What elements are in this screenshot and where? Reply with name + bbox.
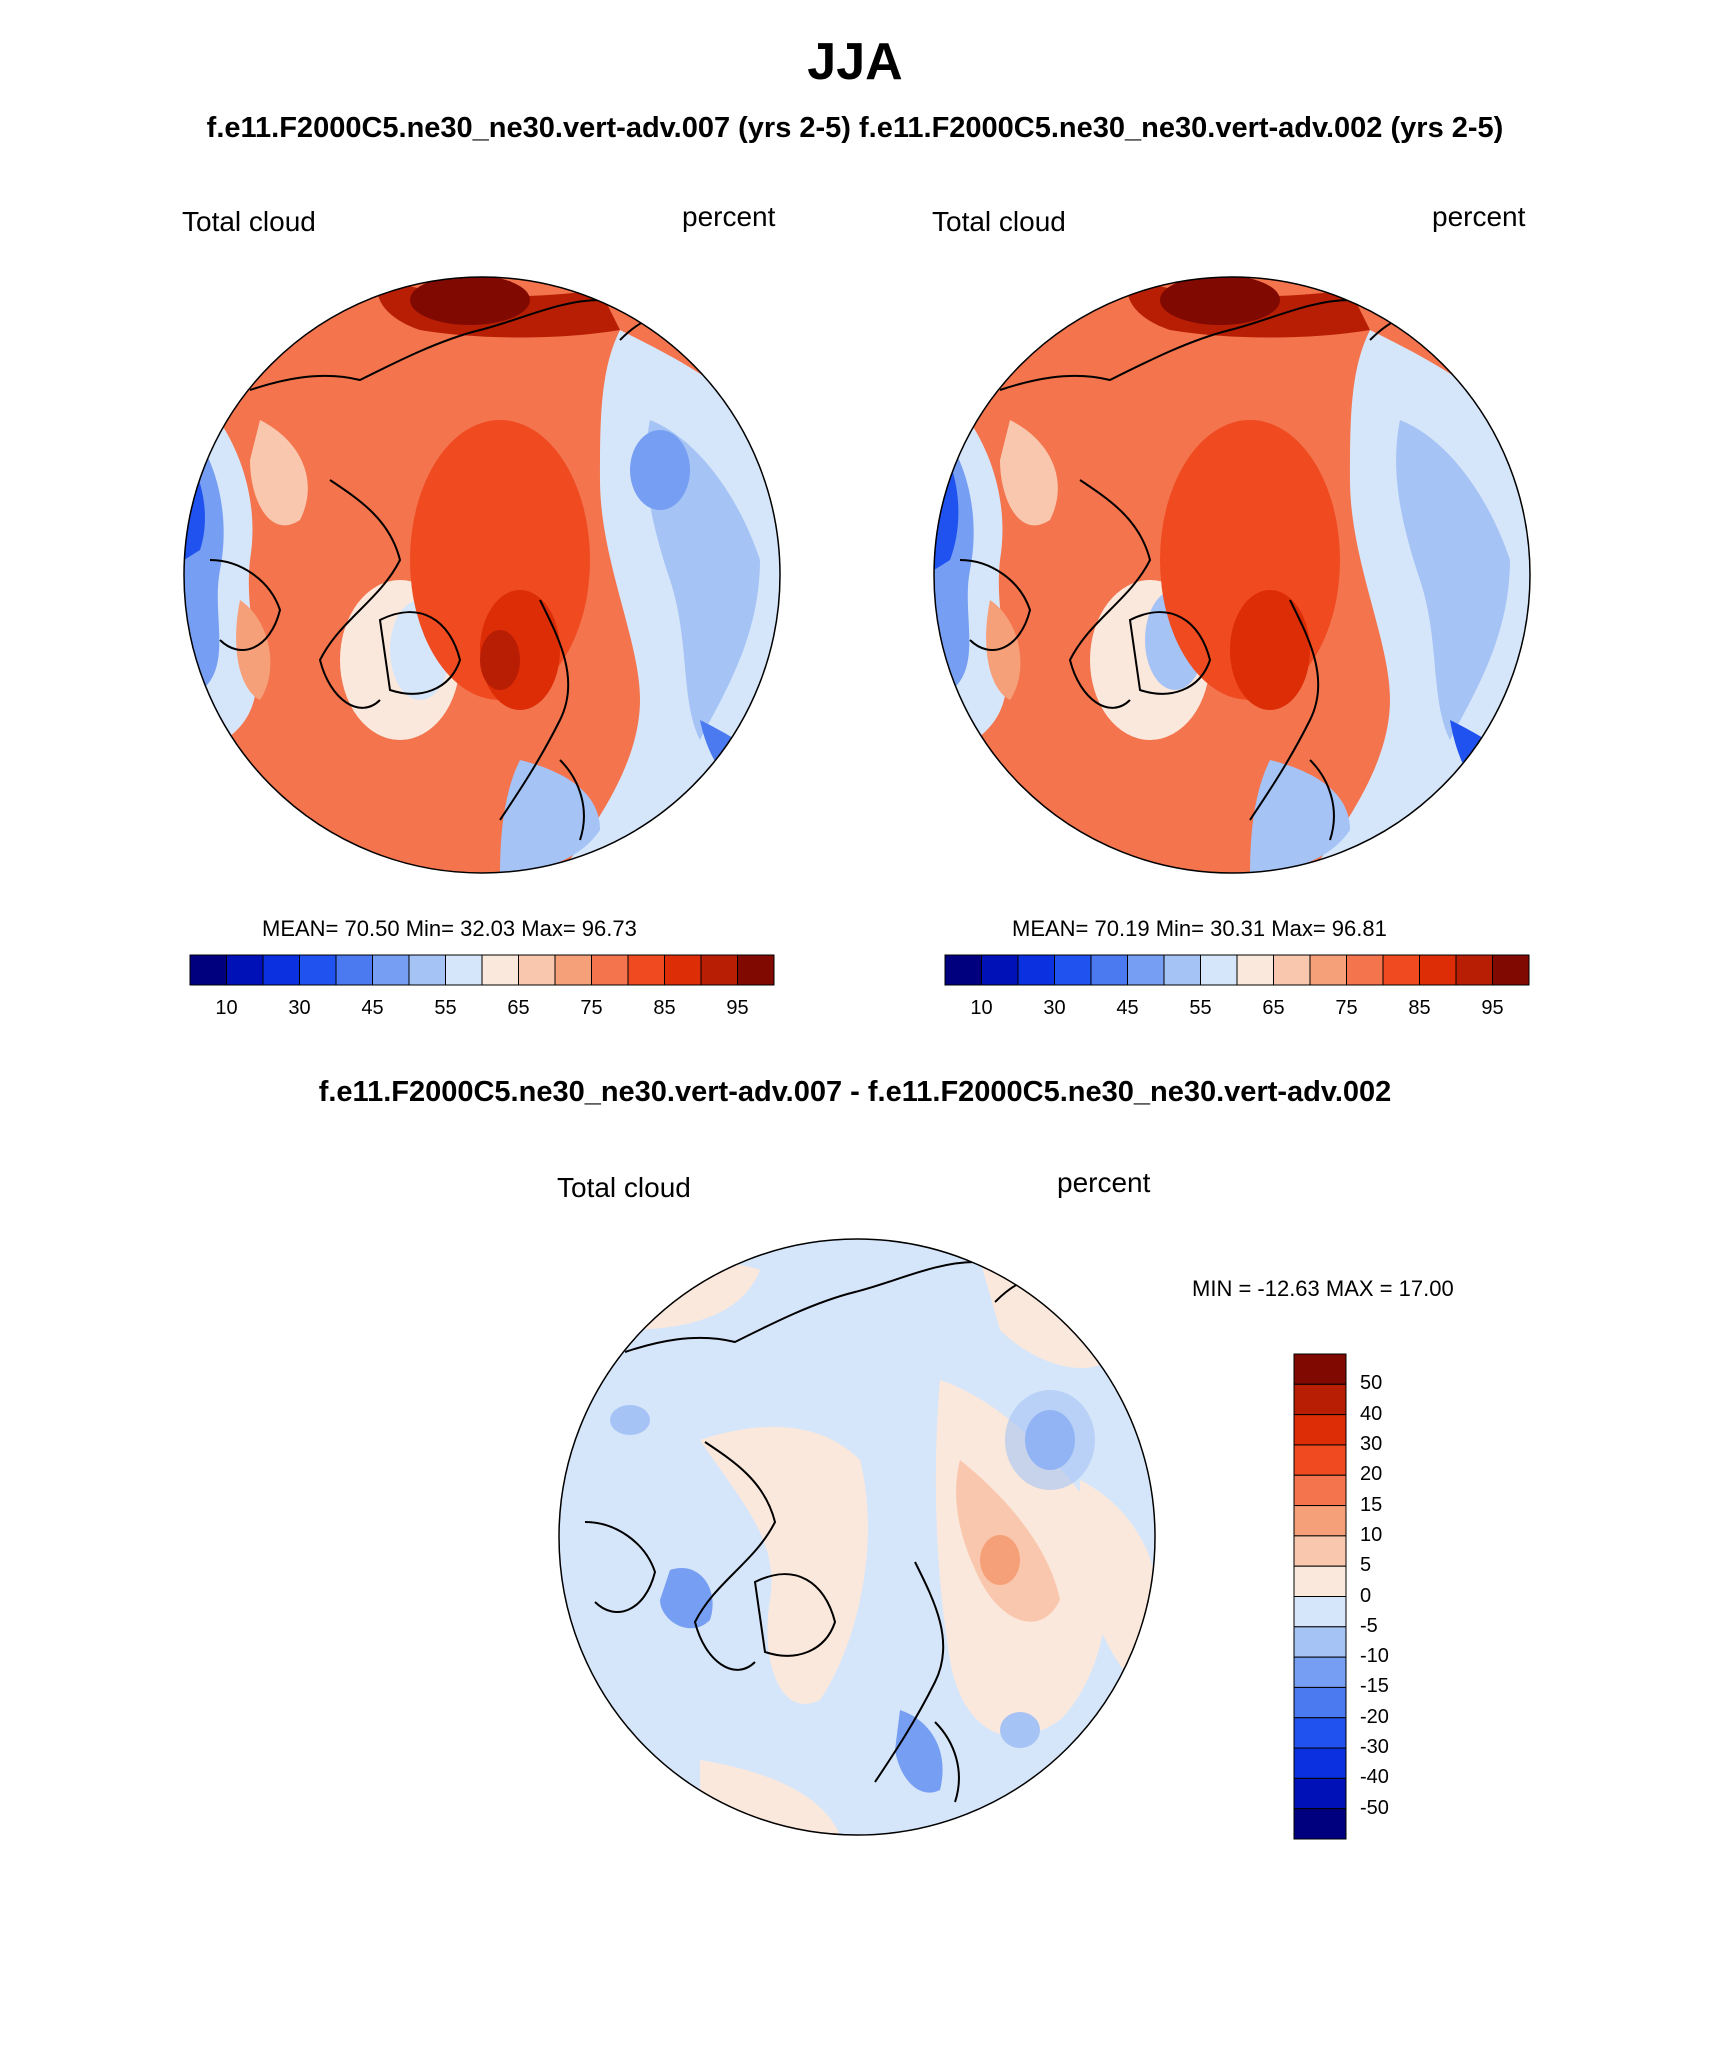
diff-colorbar-box <box>1293 1505 1347 1537</box>
right-colorbar-box <box>981 954 1019 986</box>
left-colorbar-box <box>299 954 337 986</box>
left-colorbar-tick-label: 55 <box>434 997 457 1019</box>
diff-colorbar-tick-label: -5 <box>1360 1614 1378 1637</box>
diff-colorbar-tick-label: -40 <box>1360 1766 1389 1789</box>
diff-coastlines <box>584 1261 1056 1803</box>
right-colorbar-box <box>1090 954 1128 986</box>
left-colorbar-box <box>445 954 483 986</box>
diff-colorbar-box <box>1293 1414 1347 1446</box>
diff-colorbar-box <box>1293 1596 1347 1628</box>
right-units-label: percent <box>1432 201 1526 232</box>
right-colorbar-box <box>1309 954 1347 986</box>
right-colorbar-tick-label: 55 <box>1189 997 1212 1019</box>
diff-colorbar-tick-label: 5 <box>1360 1554 1372 1577</box>
left-colorbar-boxes <box>189 954 775 986</box>
diff-colorbar-box <box>1293 1717 1347 1749</box>
diff-colorbar-tick-label: 10 <box>1360 1523 1383 1546</box>
left-colorbar-tick-label: 85 <box>653 997 676 1019</box>
right-colorbar-box <box>1492 954 1530 986</box>
diff-colorbar-tick-label: -15 <box>1360 1675 1389 1698</box>
right-map-field <box>934 277 1530 873</box>
left-colorbar-tick-label: 75 <box>580 997 603 1019</box>
left-colorbar-box <box>737 954 775 986</box>
right-colorbar-tick-label: 65 <box>1262 997 1285 1019</box>
left-colorbar-box <box>408 954 446 986</box>
diff-colorbar-tick-label: 0 <box>1360 1584 1372 1607</box>
diff-stats: MIN = -12.63 MAX = 17.00 <box>1192 1276 1454 1301</box>
diff-colorbar-boxes <box>1293 1353 1347 1840</box>
left-colorbar-box <box>518 954 556 986</box>
left-colorbar-box <box>554 954 592 986</box>
left-colorbar-tick-label: 65 <box>507 997 530 1019</box>
left-variable-label: Total cloud <box>182 206 316 237</box>
diff-colorbar-box <box>1293 1535 1347 1567</box>
diff-colorbar-tick-label: 50 <box>1360 1372 1383 1395</box>
right-colorbar-box <box>1017 954 1055 986</box>
right-stats: MEAN= 70.19 Min= 30.31 Max= 96.81 <box>1012 916 1387 941</box>
diff-units-label: percent <box>1057 1167 1151 1198</box>
diff-colorbar-tick-label: -20 <box>1360 1705 1389 1728</box>
diff-colorbar-tick-label: 20 <box>1360 1463 1383 1486</box>
right-colorbar-tick-label: 85 <box>1408 997 1431 1019</box>
diff-colorbar-box <box>1293 1747 1347 1779</box>
diff-colorbar-box <box>1293 1808 1347 1840</box>
right-colorbar-box <box>944 954 982 986</box>
diff-colorbar-box <box>1293 1777 1347 1810</box>
right-colorbar-box <box>1419 954 1457 986</box>
right-colorbar-tick-label: 10 <box>970 997 993 1019</box>
left-colorbar-tick-label: 30 <box>288 997 311 1019</box>
left-colorbar-box <box>335 954 373 986</box>
left-colorbar-tick-label: 95 <box>726 997 749 1019</box>
diff-colorbar-box <box>1293 1626 1347 1658</box>
left-colorbar-box <box>700 954 738 986</box>
diff-colorbar-box <box>1293 1656 1347 1688</box>
diff-colorbar-tick-label: -10 <box>1360 1645 1389 1668</box>
right-colorbar-tick-label: 95 <box>1481 997 1504 1019</box>
diff-variable-label: Total cloud <box>557 1172 691 1203</box>
left-coastlines <box>209 299 681 841</box>
right-colorbar-box <box>1382 954 1420 986</box>
diff-colorbar-tick-label: -50 <box>1360 1796 1389 1819</box>
diff-colorbar-tick-label: -30 <box>1360 1736 1389 1759</box>
right-colorbar-box <box>1200 954 1238 986</box>
left-map-field <box>184 277 780 873</box>
right-colorbar-tick-label: 75 <box>1335 997 1358 1019</box>
figure-title: JJA <box>807 33 903 91</box>
diff-colorbar-box <box>1293 1383 1347 1416</box>
right-colorbar-boxes <box>944 954 1530 986</box>
diff-colorbar-box <box>1293 1565 1347 1597</box>
right-colorbar-box <box>1455 954 1493 986</box>
right-variable-label: Total cloud <box>932 206 1066 237</box>
left-colorbar-box <box>481 954 519 986</box>
right-colorbar-box <box>1273 954 1311 986</box>
left-stats: MEAN= 70.50 Min= 32.03 Max= 96.73 <box>262 916 637 941</box>
left-colorbar-tick-label: 10 <box>215 997 238 1019</box>
diff-colorbar-tick-label: 15 <box>1360 1493 1383 1516</box>
diff-colorbar-box <box>1293 1474 1347 1507</box>
left-colorbar-box <box>189 954 227 986</box>
right-colorbar-tick-label: 30 <box>1043 997 1066 1019</box>
diff-colorbar-box <box>1293 1686 1347 1719</box>
left-colorbar-tick-label: 45 <box>361 997 384 1019</box>
diff-colorbar-tick-label: 30 <box>1360 1432 1383 1455</box>
right-colorbar-box <box>1054 954 1092 986</box>
right-colorbar-box <box>1163 954 1201 986</box>
diff-title: f.e11.F2000C5.ne30_ne30.vert-adv.007 - f… <box>318 1076 1392 1108</box>
left-units-label: percent <box>682 201 776 232</box>
left-colorbar-box <box>627 954 665 986</box>
right-colorbar-tick-label: 45 <box>1116 997 1139 1019</box>
diff-colorbar-tick-label: 40 <box>1360 1402 1383 1425</box>
figure-subtitle: f.e11.F2000C5.ne30_ne30.vert-adv.007 (yr… <box>206 112 1504 144</box>
diff-colorbar-box <box>1293 1353 1347 1385</box>
left-colorbar-box <box>226 954 264 986</box>
diff-colorbar-box <box>1293 1444 1347 1476</box>
